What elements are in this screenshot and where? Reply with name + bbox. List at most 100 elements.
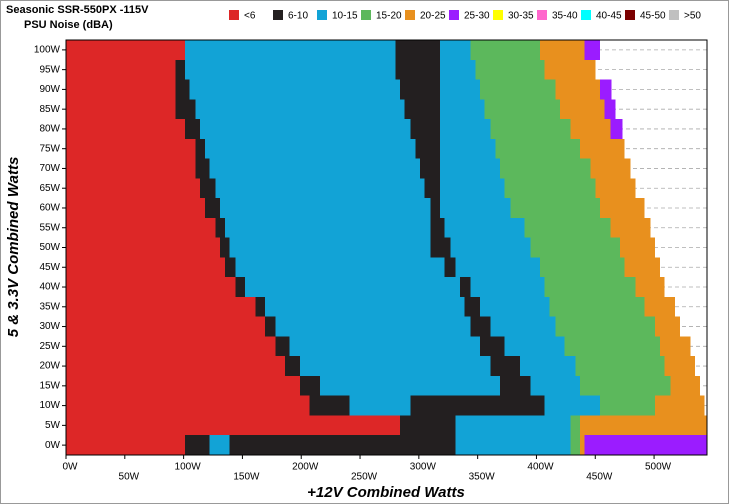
heat-cell: [430, 237, 451, 258]
heat-cell: [610, 119, 623, 139]
heat-cell: [244, 277, 461, 297]
heat-cell: [584, 40, 600, 60]
heat-cell: [66, 395, 310, 416]
heat-cell: [300, 375, 321, 396]
heat-cell: [215, 217, 225, 238]
x-axis-title: +12V Combined Watts: [307, 484, 465, 501]
heat-cell: [450, 237, 531, 258]
y-tick-label: 100W: [34, 45, 61, 56]
heat-cell: [410, 119, 441, 139]
heat-cell: [490, 316, 556, 337]
heat-cell: [66, 257, 225, 278]
heat-cell: [209, 435, 230, 455]
heat-cell: [664, 356, 696, 376]
heat-cell: [195, 158, 210, 179]
heat-cell: [599, 198, 645, 218]
legend-swatch: [669, 10, 679, 20]
heat-cell: [570, 119, 611, 139]
heat-cell: [504, 178, 596, 199]
legend-swatch: [493, 10, 503, 20]
heat-cell: [570, 435, 580, 455]
legend-label: <6: [244, 11, 256, 22]
heat-cell: [555, 79, 600, 100]
legend-label: 15-20: [376, 11, 402, 22]
x-tick-label: 400W: [527, 462, 554, 473]
heat-cell: [66, 99, 176, 120]
heat-cell: [559, 99, 605, 120]
x-tick-label: 500W: [645, 462, 672, 473]
heat-cell: [400, 415, 456, 436]
heat-cell: [220, 237, 230, 258]
heat-cell: [66, 316, 265, 337]
heat-cell: [539, 257, 625, 278]
heat-cell: [610, 217, 651, 238]
y-tick-label: 15W: [39, 380, 60, 391]
legend-swatch: [229, 10, 239, 20]
heat-cell: [539, 40, 585, 60]
heat-cell: [264, 296, 465, 317]
y-tick-label: 50W: [39, 242, 60, 253]
heat-cell: [66, 356, 285, 376]
heat-cell: [579, 138, 625, 159]
heat-cell: [504, 336, 565, 357]
heat-cell: [204, 138, 416, 159]
y-tick-label: 90W: [39, 84, 60, 95]
heat-cell: [430, 217, 445, 238]
y-tick-label: 20W: [39, 361, 60, 372]
y-tick-label: 70W: [39, 163, 60, 174]
legend-label: 25-30: [464, 11, 490, 22]
heat-cell: [440, 59, 476, 80]
heat-cell: [184, 435, 210, 455]
heat-cell: [455, 435, 571, 455]
x-tick-label: 200W: [292, 462, 319, 473]
heat-cell: [264, 316, 276, 337]
heat-cell: [579, 375, 671, 396]
heat-cell: [590, 158, 631, 179]
heat-cell: [655, 316, 680, 337]
heat-cell: [549, 296, 645, 317]
heat-cell: [464, 296, 481, 317]
heat-cell: [300, 356, 491, 376]
x-tick-label: 0W: [63, 462, 79, 473]
heat-cell: [66, 138, 196, 159]
heat-cell: [440, 99, 485, 120]
heat-cell: [440, 79, 481, 100]
y-tick-label: 80W: [39, 124, 60, 135]
heat-cell: [530, 237, 620, 258]
heat-cell: [440, 119, 491, 139]
heat-cell: [595, 178, 636, 199]
legend-label: 6-10: [288, 11, 308, 22]
legend-swatch: [537, 10, 547, 20]
y-tick-label: 95W: [39, 64, 60, 75]
heat-cell: [66, 178, 201, 199]
heat-cell: [66, 59, 176, 80]
heat-cell: [175, 59, 185, 80]
heat-cell: [220, 198, 431, 218]
x-tick-label: 450W: [586, 472, 613, 483]
heat-cell: [66, 435, 185, 455]
heat-cell: [444, 257, 456, 278]
heat-cell: [66, 375, 301, 396]
legend-swatch: [361, 10, 371, 20]
heat-cell: [470, 40, 540, 60]
heat-cell: [395, 59, 441, 80]
heat-cell: [544, 277, 636, 297]
y-tick-label: 35W: [39, 301, 60, 312]
heat-cell: [224, 257, 236, 278]
y-tick-label: 40W: [39, 282, 60, 293]
heat-cell: [175, 99, 196, 120]
heat-cell: [275, 336, 290, 357]
legend-label: 35-40: [552, 11, 578, 22]
heat-cell: [440, 198, 511, 218]
heat-cell: [309, 395, 350, 416]
heat-cell: [584, 435, 707, 455]
legend-label: 10-15: [332, 11, 358, 22]
heat-cell: [229, 435, 456, 455]
heat-cell: [284, 356, 301, 376]
heat-cell: [575, 356, 665, 376]
heat-cell: [579, 415, 707, 436]
heat-cell: [275, 316, 471, 337]
heat-cell: [670, 375, 700, 396]
legend-swatch: [317, 10, 327, 20]
